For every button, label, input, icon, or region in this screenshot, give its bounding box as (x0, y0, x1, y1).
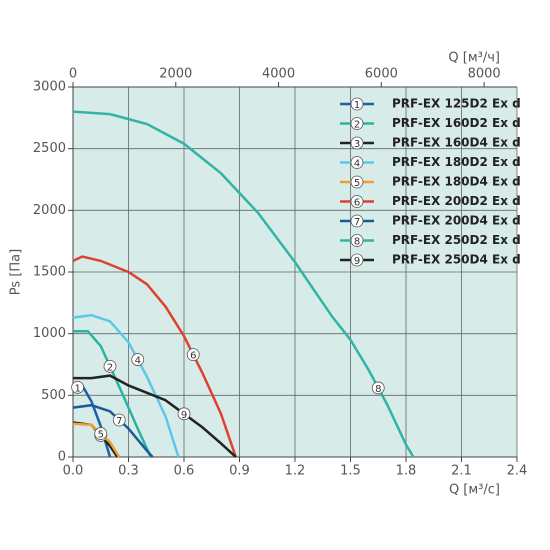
curve (72, 255, 237, 458)
x2-tick-label: 6000 (365, 67, 398, 82)
curve-callout-label: 6 (190, 351, 196, 362)
curve-callout (103, 359, 117, 373)
x-axis-label: Q [м³/с] (449, 483, 500, 498)
x2-axis-label: Q [м³/ч] (448, 51, 500, 66)
legend-marker (350, 253, 364, 267)
curve-callout (112, 413, 126, 427)
curve-callout-label: 8 (375, 384, 381, 395)
legend-label: PRF-EX 200D4 Ex d (392, 214, 521, 228)
x-tick-label: 1.2 (285, 464, 306, 479)
legend-label: PRF-EX 200D2 Ex d (392, 194, 521, 208)
x-tick-label: 0.3 (118, 464, 139, 479)
curve-callout-label: 7 (116, 416, 122, 427)
y-tick-label: 0 (58, 450, 66, 465)
legend-marker (350, 156, 364, 169)
curve-callout (94, 427, 108, 440)
legend-label: PRF-EX 160D4 Ex d (392, 136, 521, 150)
x-tick-label: 1.5 (340, 464, 361, 479)
curve-callout-label: 2 (107, 362, 113, 373)
curve (73, 374, 237, 458)
y-tick-label: 2500 (33, 141, 66, 156)
legend-marker-label: 8 (354, 237, 360, 248)
legend-label: PRF-EX 160D2 Ex d (392, 116, 521, 130)
curve-callout (186, 348, 200, 362)
legend-marker (350, 195, 364, 208)
x-tick-label: 2.1 (451, 464, 472, 479)
legend-marker-label: 3 (354, 139, 360, 150)
legend-marker (350, 136, 364, 150)
legend-label: PRF-EX 250D4 Ex d (392, 253, 521, 267)
curve-callout-label: 9 (181, 410, 187, 421)
curve-callout-label: 1 (74, 383, 80, 394)
curve-callout-label: 5 (98, 430, 104, 441)
curve-callout (371, 381, 385, 395)
legend-marker-label: 7 (354, 217, 360, 228)
x2-tick-label: 2000 (159, 67, 192, 82)
y-tick-label: 500 (41, 388, 66, 403)
x2-tick-label: 0 (69, 67, 77, 82)
x-tick-label: 0.6 (174, 464, 195, 479)
x-tick-label: 0.9 (229, 464, 250, 479)
legend-marker-label: 6 (354, 198, 360, 209)
legend-marker-label: 5 (354, 178, 360, 189)
legend-marker-label: 2 (354, 120, 360, 131)
legend-marker-label: 4 (354, 159, 360, 170)
legend-marker (350, 175, 364, 189)
legend-label: PRF-EX 180D4 Ex d (392, 175, 521, 189)
legend-marker (350, 214, 364, 228)
curve-callout (177, 407, 191, 421)
x-tick-label: 0.0 (63, 464, 84, 479)
curve (72, 110, 415, 458)
x2-tick-label: 4000 (262, 67, 295, 82)
legend-marker (350, 97, 364, 111)
curve-callout-label: 4 (135, 356, 141, 367)
y-tick-label: 1000 (33, 326, 66, 341)
curve (72, 313, 180, 458)
x2-tick-label: 8000 (468, 67, 501, 82)
legend-marker-label: 9 (354, 256, 360, 267)
y-axis-label: Ps [Па] (9, 249, 24, 295)
x-tick-label: 1.8 (396, 464, 417, 479)
curve-callout (71, 380, 85, 394)
legend-marker (350, 234, 364, 247)
legend-marker (350, 117, 364, 130)
y-tick-label: 1500 (33, 265, 66, 280)
curve-callout (131, 353, 145, 366)
x-tick-label: 2.4 (507, 464, 528, 479)
y-tick-label: 3000 (33, 80, 66, 95)
legend-label: PRF-EX 125D2 Ex d (392, 97, 521, 111)
legend-label: PRF-EX 250D2 Ex d (392, 233, 521, 247)
y-tick-label: 2000 (33, 203, 66, 218)
legend-label: PRF-EX 180D2 Ex d (392, 155, 521, 169)
legend-marker-label: 1 (354, 100, 360, 111)
